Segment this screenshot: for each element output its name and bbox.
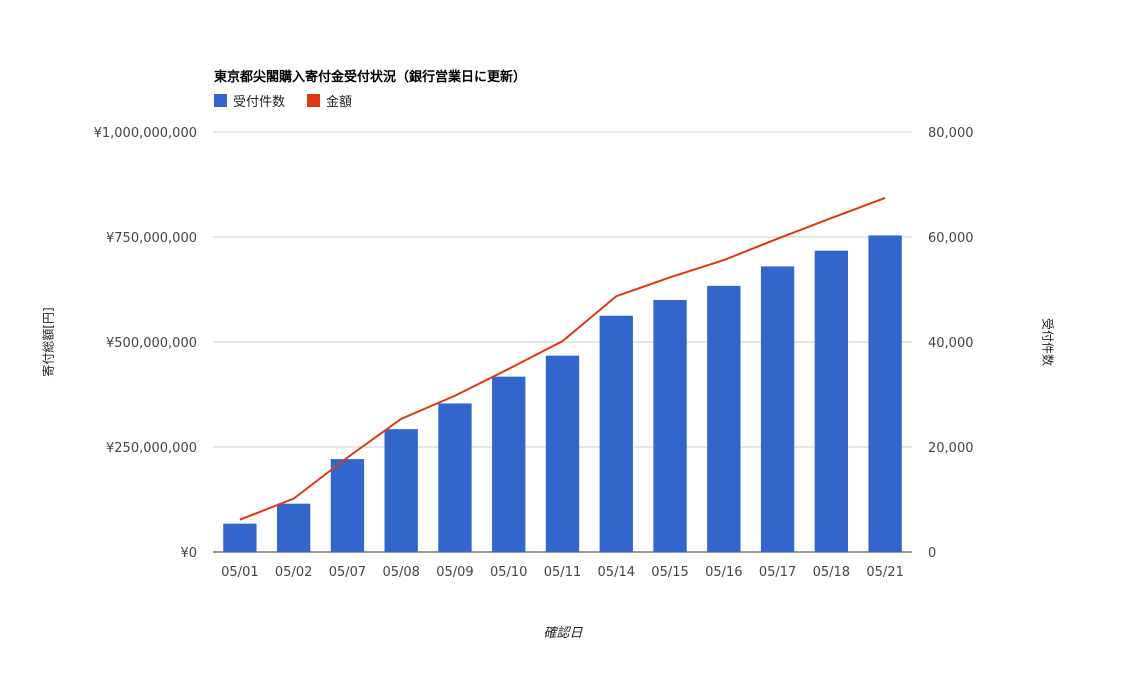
x-tick-label: 05/01 [221, 565, 258, 580]
x-tick-label: 05/09 [436, 565, 473, 580]
bar [492, 376, 526, 552]
x-tick-label: 05/10 [490, 565, 527, 580]
x-tick-label: 05/16 [705, 565, 742, 580]
y-right-tick-label: 80,000 [928, 126, 974, 141]
amount-line [239, 197, 886, 521]
x-tick-label: 05/15 [651, 565, 688, 580]
y-right-tick-label: 0 [928, 546, 936, 561]
bar [276, 503, 311, 552]
bar [760, 266, 795, 552]
bar [438, 403, 472, 552]
x-tick-label: 05/18 [813, 565, 850, 580]
legend-swatch-amount [307, 94, 321, 107]
line-series [239, 197, 886, 521]
x-tick-label: 05/14 [598, 565, 635, 580]
x-tick-label: 05/11 [544, 565, 581, 580]
bar [814, 250, 849, 552]
bar-series [223, 235, 902, 553]
x-tick-label: 05/07 [329, 565, 366, 580]
x-axis-title: 確認日 [543, 626, 583, 641]
legend-label-amount: 金額 [326, 95, 353, 110]
y-left-tick-label: ¥250,000,000 [106, 441, 197, 456]
x-tick-label: 05/08 [382, 565, 419, 580]
bar [653, 300, 687, 552]
bar [599, 315, 633, 552]
legend: 受付件数 金額 [214, 91, 352, 110]
bar [545, 355, 580, 552]
y-left-tick-label: ¥1,000,000,000 [94, 126, 197, 141]
y-right-tick-label: 60,000 [928, 231, 974, 246]
y-left-tick-label: ¥500,000,000 [106, 336, 197, 351]
bar [223, 523, 257, 552]
y-axis-left-title: 寄付総額[円] [41, 307, 56, 377]
bar [707, 285, 741, 552]
legend-item-count[interactable]: 受付件数 [214, 91, 285, 110]
y-left-tick-label: ¥0 [180, 546, 197, 561]
legend-label-count: 受付件数 [233, 95, 286, 110]
y-left-tick-label: ¥750,000,000 [106, 231, 197, 246]
y-right-tick-label: 40,000 [928, 336, 974, 351]
y-right-tick-label: 20,000 [928, 441, 974, 456]
bar [330, 459, 365, 552]
x-tick-label: 05/02 [275, 565, 312, 580]
x-tick-label: 05/17 [759, 565, 796, 580]
axes: ¥0 ¥250,000,000 ¥500,000,000 ¥750,000,000 ¥1… [94, 126, 974, 580]
legend-swatch-count [214, 94, 227, 107]
y-axis-right-title: 受付件数 [1040, 317, 1055, 367]
bar [868, 235, 902, 553]
bar [384, 429, 418, 552]
x-tick-label: 05/21 [866, 565, 903, 580]
legend-item-amount[interactable]: 金額 [307, 91, 352, 110]
chart-title: 東京都尖閣購入寄付金受付状況（銀行営業日に更新） [214, 70, 527, 85]
